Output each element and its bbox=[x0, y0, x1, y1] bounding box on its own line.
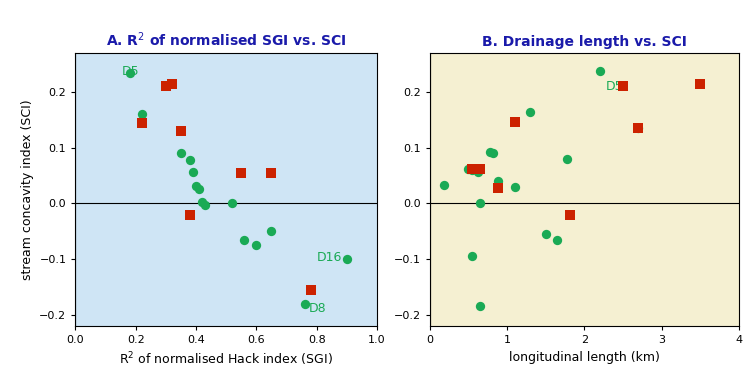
Point bbox=[437, 182, 449, 188]
Y-axis label: stream concavity index (SCI): stream concavity index (SCI) bbox=[20, 99, 34, 280]
Point bbox=[561, 156, 573, 162]
Text: D16: D16 bbox=[317, 252, 342, 265]
Point bbox=[617, 83, 629, 89]
Point bbox=[633, 125, 645, 131]
Point bbox=[175, 150, 187, 156]
Point bbox=[492, 185, 504, 191]
Point bbox=[305, 287, 317, 293]
Point bbox=[238, 236, 250, 243]
Point bbox=[565, 211, 577, 218]
Point bbox=[175, 128, 187, 134]
Point bbox=[466, 166, 478, 172]
Point bbox=[193, 186, 205, 193]
Point bbox=[124, 69, 136, 75]
Point bbox=[199, 202, 211, 208]
Point bbox=[474, 304, 486, 310]
X-axis label: longitudinal length (km): longitudinal length (km) bbox=[509, 351, 660, 363]
Point bbox=[462, 166, 474, 172]
Point bbox=[190, 183, 202, 189]
Title: A. R$^2$ of normalised SGI vs. SCI: A. R$^2$ of normalised SGI vs. SCI bbox=[106, 31, 346, 49]
Point bbox=[484, 149, 496, 155]
Point bbox=[524, 108, 536, 114]
Point bbox=[466, 167, 478, 173]
Point bbox=[633, 125, 645, 131]
Point bbox=[474, 200, 486, 207]
Point bbox=[466, 253, 478, 259]
X-axis label: R$^2$ of normalised Hack index (SGI): R$^2$ of normalised Hack index (SGI) bbox=[119, 351, 333, 368]
Point bbox=[184, 157, 196, 163]
Text: D5: D5 bbox=[122, 65, 139, 78]
Point bbox=[184, 211, 196, 218]
Point bbox=[136, 120, 148, 126]
Point bbox=[694, 81, 706, 87]
Point bbox=[472, 169, 484, 175]
Point bbox=[492, 178, 504, 184]
Point bbox=[136, 111, 148, 117]
Point bbox=[226, 200, 238, 206]
Point bbox=[265, 170, 277, 176]
Text: D8: D8 bbox=[309, 302, 326, 315]
Point bbox=[341, 256, 353, 262]
Point bbox=[166, 81, 178, 87]
Point bbox=[487, 150, 499, 156]
Point bbox=[265, 228, 277, 234]
Point bbox=[540, 231, 552, 237]
Point bbox=[594, 68, 606, 74]
Point bbox=[551, 236, 563, 243]
Point bbox=[299, 301, 311, 307]
Point bbox=[509, 184, 521, 190]
Point bbox=[509, 119, 521, 125]
Point bbox=[474, 166, 486, 172]
Point bbox=[250, 242, 262, 248]
Text: D5: D5 bbox=[606, 80, 624, 93]
Title: B. Drainage length vs. SCI: B. Drainage length vs. SCI bbox=[482, 35, 687, 49]
Point bbox=[160, 83, 172, 89]
Point bbox=[235, 170, 247, 176]
Point bbox=[196, 199, 208, 205]
Point bbox=[187, 169, 199, 175]
